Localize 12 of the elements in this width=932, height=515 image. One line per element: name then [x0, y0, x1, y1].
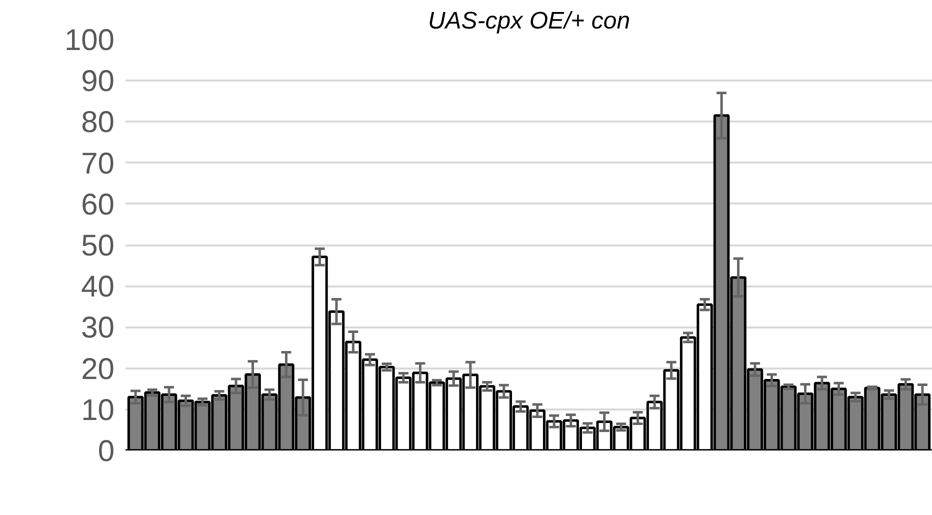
y-tick-label: 40 [81, 270, 115, 304]
y-tick-label: 10 [81, 394, 115, 427]
y-tick-label: 80 [81, 106, 115, 140]
y-tick-label: 70 [81, 147, 115, 180]
y-tick-label: 90 [81, 65, 115, 98]
y-tick-label: 0 [98, 435, 115, 468]
y-tick-label: 50 [81, 230, 115, 262]
y-tick-label: 100 [64, 24, 115, 57]
y-tick-label: 20 [81, 352, 115, 386]
chart-title: UAS-cpx OE/+ con [428, 8, 630, 34]
y-tick-label: 30 [81, 312, 115, 345]
y-tick-label: 60 [81, 188, 115, 222]
